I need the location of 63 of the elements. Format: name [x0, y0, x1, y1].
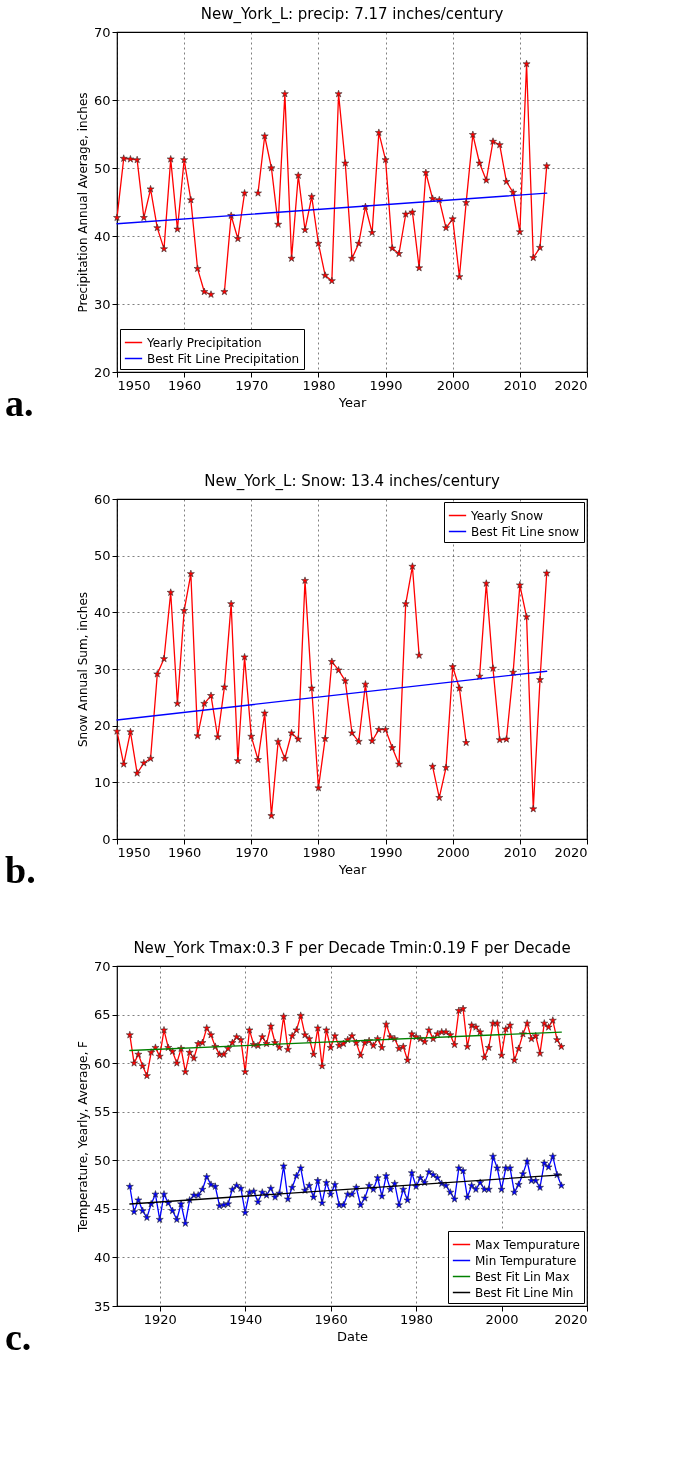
y-axis-title: Precipitation Annual Average, inches: [75, 92, 90, 313]
y-tick-label: 10: [93, 774, 111, 790]
x-tick-label: 1980: [302, 377, 336, 393]
y-tick-label: 40: [93, 604, 111, 620]
y-tick-label: 50: [93, 160, 111, 176]
y-axis-title: Snow Annual Sum, inches: [75, 591, 90, 748]
x-axis-title: Date: [336, 1328, 369, 1344]
y-tick-label: 55: [93, 1104, 111, 1120]
y-tick-label: 40: [93, 228, 111, 244]
x-tick-label: 1970: [235, 377, 269, 393]
x-tick-label: 2010: [503, 377, 537, 393]
legend-label: Best Fit Line Precipitation: [147, 351, 300, 366]
y-tick-label: 0: [102, 831, 111, 847]
text: c.: [5, 1316, 32, 1358]
chart-title: New_York Tmax:0.3 F per Decade Tmin:0.19 F per Decade: [133, 939, 571, 958]
x-tick-label: 1950: [117, 377, 151, 393]
x-tick-label: 1960: [168, 377, 202, 393]
y-tick-label: 20: [93, 364, 111, 380]
y-tick-label: 50: [93, 548, 111, 564]
x-tick-label: 1940: [229, 1311, 263, 1327]
y-tick-label: 45: [93, 1201, 111, 1217]
x-tick-label: 2000: [436, 377, 470, 393]
y-tick-label: 40: [93, 1249, 111, 1265]
x-axis-title: Year: [337, 861, 367, 877]
x-tick-label: 2000: [485, 1311, 519, 1327]
x-tick-label: 2020: [554, 844, 588, 860]
legend-label: Yearly Snow: [470, 508, 544, 523]
y-tick-label: 60: [93, 1055, 111, 1071]
y-tick-label: 60: [93, 491, 111, 507]
y-tick-label: 50: [93, 1152, 111, 1168]
x-tick-label: 2000: [436, 844, 470, 860]
y-tick-label: 30: [93, 296, 111, 312]
x-tick-label: 2020: [554, 1311, 588, 1327]
x-axis-title: Year: [337, 394, 367, 410]
y-tick-label: 30: [93, 661, 111, 677]
legend-label: Yearly Precipitation: [146, 335, 262, 350]
x-tick-label: 2010: [503, 844, 537, 860]
text: a.: [5, 382, 34, 424]
y-tick-label: 35: [93, 1298, 111, 1314]
x-tick-label: 1970: [235, 844, 269, 860]
legend-label: Max Tempurature: [475, 1237, 580, 1252]
y-tick-label: 70: [93, 24, 111, 40]
y-tick-label: 65: [93, 1007, 111, 1023]
x-tick-label: 1990: [369, 844, 403, 860]
x-tick-label: 1980: [400, 1311, 434, 1327]
chart-title: New_York_L: precip: 7.17 inches/century: [200, 5, 504, 24]
x-tick-label: 2020: [554, 377, 588, 393]
x-tick-label: 1950: [117, 844, 151, 860]
text: b.: [5, 849, 36, 891]
y-tick-label: 20: [93, 718, 111, 734]
x-tick-label: 1960: [314, 1311, 348, 1327]
x-tick-label: 1980: [302, 844, 336, 860]
x-tick-label: 1960: [168, 844, 202, 860]
x-tick-label: 1990: [369, 377, 403, 393]
chart-title: New_York_L: Snow: 13.4 inches/century: [204, 472, 500, 491]
x-tick-label: 1920: [143, 1311, 177, 1327]
y-axis-title: Temperature, Yearly, Average, F: [75, 1040, 90, 1233]
legend-label: Best Fit Line snow: [471, 524, 580, 539]
legend-label: Best Fit Line Min: [475, 1285, 574, 1300]
y-tick-label: 70: [93, 958, 111, 974]
legend-label: Best Fit Lin Max: [475, 1269, 570, 1284]
legend-label: Min Tempurature: [475, 1253, 577, 1268]
y-tick-label: 60: [93, 92, 111, 108]
